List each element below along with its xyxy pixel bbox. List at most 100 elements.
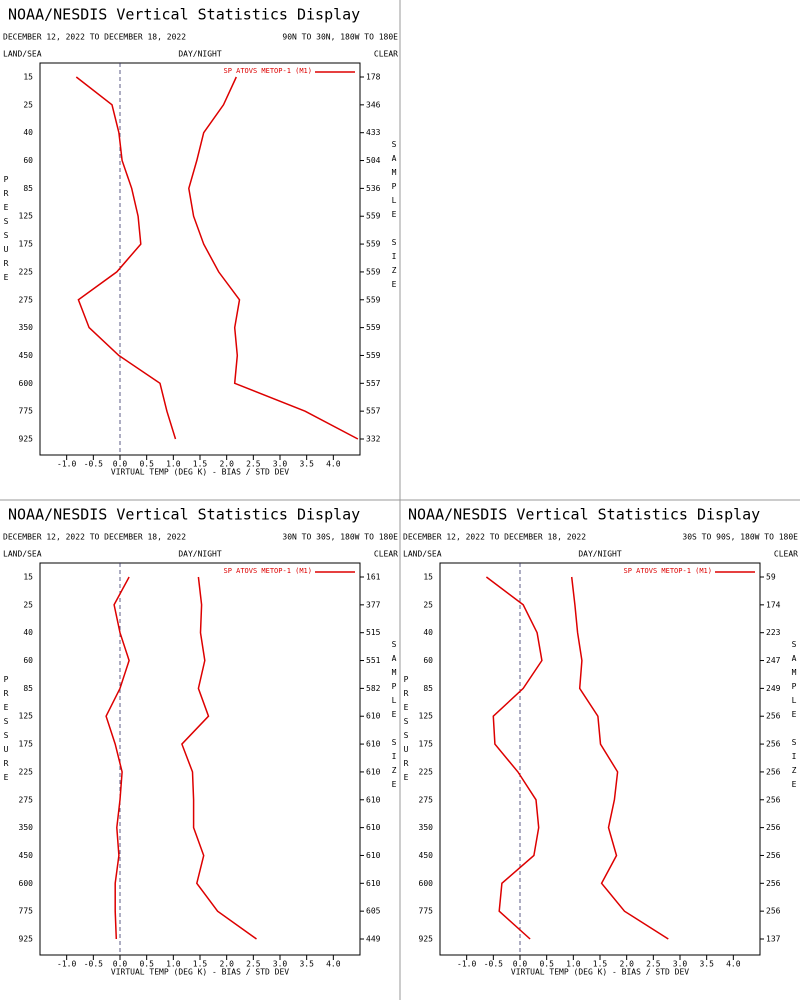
pressure-label: 85 (23, 184, 33, 193)
pressure-label: 15 (23, 73, 33, 82)
pressure-label: 925 (419, 935, 434, 944)
pressure-label: 175 (419, 740, 434, 749)
x-tick-label: -0.5 (84, 460, 103, 469)
sample-size: 256 (766, 851, 781, 860)
sample-size: 559 (366, 267, 381, 276)
x-tick-label: 2.5 (646, 960, 661, 969)
region: 30S TO 90S, 180W TO 180E (682, 533, 798, 542)
sample-size: 559 (366, 212, 381, 221)
plot-frame (39, 62, 361, 456)
header-label: DAY/NIGHT (178, 50, 222, 59)
x-axis-label: VIRTUAL TEMP (DEG K) - BIAS / STD DEV (111, 468, 289, 477)
sample-size: 557 (366, 407, 381, 416)
sample-size: 178 (366, 73, 381, 82)
x-tick-label: 3.5 (299, 960, 314, 969)
x-tick-label: -0.5 (84, 960, 103, 969)
x-tick-label: 4.0 (326, 960, 341, 969)
x-tick-label: 3.0 (273, 960, 288, 969)
sample-size: 559 (366, 295, 381, 304)
sample-size: 559 (366, 351, 381, 360)
x-tick-label: 2.0 (219, 460, 234, 469)
x-tick-label: 2.0 (219, 960, 234, 969)
pressure-label: 350 (419, 823, 434, 832)
legend-label: SP ATOVS METOP-1 (M1) (223, 567, 312, 575)
pressure-label: 175 (19, 240, 34, 249)
x-tick-label: 2.5 (246, 460, 261, 469)
panel: NOAA/NESDIS Vertical Statistics Display D… (402, 506, 799, 977)
pressure-label: 25 (23, 600, 33, 609)
y-axis-label: PRESSURE (2, 675, 11, 787)
pressure-label: 275 (19, 795, 34, 804)
sample-size: 59 (766, 573, 776, 582)
header-label: CLEAR (374, 50, 398, 59)
y2-axis-label: SAMPLE SIZE (390, 640, 399, 794)
sample-size: 582 (366, 684, 381, 693)
pressure-label: 125 (19, 712, 34, 721)
x-tick-label: -1.0 (457, 960, 476, 969)
x-tick-label: 4.0 (726, 960, 741, 969)
x-tick-label: 3.5 (699, 960, 714, 969)
pressure-label: 85 (23, 684, 33, 693)
region: 30N TO 30S, 180W TO 180E (282, 533, 398, 542)
chart-title: NOAA/NESDIS Vertical Statistics Display (408, 506, 760, 524)
sample-size: 249 (766, 684, 781, 693)
legend-label: SP ATOVS METOP-1 (M1) (623, 567, 712, 575)
pressure-label: 600 (419, 879, 434, 888)
sample-size: 332 (366, 435, 381, 444)
pressure-label: 60 (423, 656, 433, 665)
x-axis-label: VIRTUAL TEMP (DEG K) - BIAS / STD DEV (511, 968, 689, 977)
date-range: DECEMBER 12, 2022 TO DECEMBER 18, 2022 (403, 533, 586, 542)
x-tick-label: -1.0 (57, 960, 76, 969)
region: 90N TO 30N, 180W TO 180E (282, 33, 398, 42)
sample-size: 515 (366, 628, 381, 637)
x-tick-label: 0.0 (513, 960, 528, 969)
x-tick-label: 0.5 (539, 960, 554, 969)
sample-size: 610 (366, 712, 381, 721)
pressure-label: 775 (19, 407, 34, 416)
sample-size: 256 (766, 795, 781, 804)
x-tick-label: 0.0 (113, 460, 128, 469)
pressure-label: 60 (23, 656, 33, 665)
pressure-label: 25 (423, 600, 433, 609)
date-range: DECEMBER 12, 2022 TO DECEMBER 18, 2022 (3, 33, 186, 42)
pressure-label: 925 (19, 435, 34, 444)
pressure-label: 275 (19, 295, 34, 304)
y-axis-label: PRESSURE (402, 675, 411, 787)
pressure-label: 40 (423, 628, 433, 637)
pressure-label: 225 (419, 767, 434, 776)
pressure-label: 225 (19, 767, 34, 776)
x-tick-label: 0.0 (113, 960, 128, 969)
sample-size: 610 (366, 740, 381, 749)
sample-size: 256 (766, 907, 781, 916)
pressure-label: 125 (19, 212, 34, 221)
sample-size: 174 (766, 600, 781, 609)
pressure-label: 775 (419, 907, 434, 916)
pressure-label: 350 (19, 823, 34, 832)
pressure-label: 15 (423, 573, 433, 582)
x-tick-label: 1.5 (193, 460, 208, 469)
chart-title: NOAA/NESDIS Vertical Statistics Display (8, 506, 360, 524)
sample-size: 449 (366, 935, 381, 944)
header-label: DAY/NIGHT (578, 550, 622, 559)
pressure-label: 450 (19, 351, 34, 360)
pressure-label: 600 (19, 879, 34, 888)
sample-size: 256 (766, 740, 781, 749)
pressure-label: 40 (23, 128, 33, 137)
pressure-label: 450 (419, 851, 434, 860)
pressure-label: 925 (19, 935, 34, 944)
sample-size: 247 (766, 656, 781, 665)
pressure-label: 85 (423, 684, 433, 693)
sample-size: 605 (366, 907, 381, 916)
x-tick-label: 1.0 (566, 960, 581, 969)
profile-line (75, 76, 177, 440)
sample-size: 256 (766, 712, 781, 721)
pressure-label: 60 (23, 156, 33, 165)
pressure-label: 15 (23, 573, 33, 582)
x-tick-label: -1.0 (57, 460, 76, 469)
pressure-label: 225 (19, 267, 34, 276)
pressure-label: 275 (419, 795, 434, 804)
plot-frame (39, 562, 361, 956)
panel: NOAA/NESDIS Vertical Statistics Display D… (2, 506, 399, 977)
x-tick-label: 3.5 (299, 460, 314, 469)
